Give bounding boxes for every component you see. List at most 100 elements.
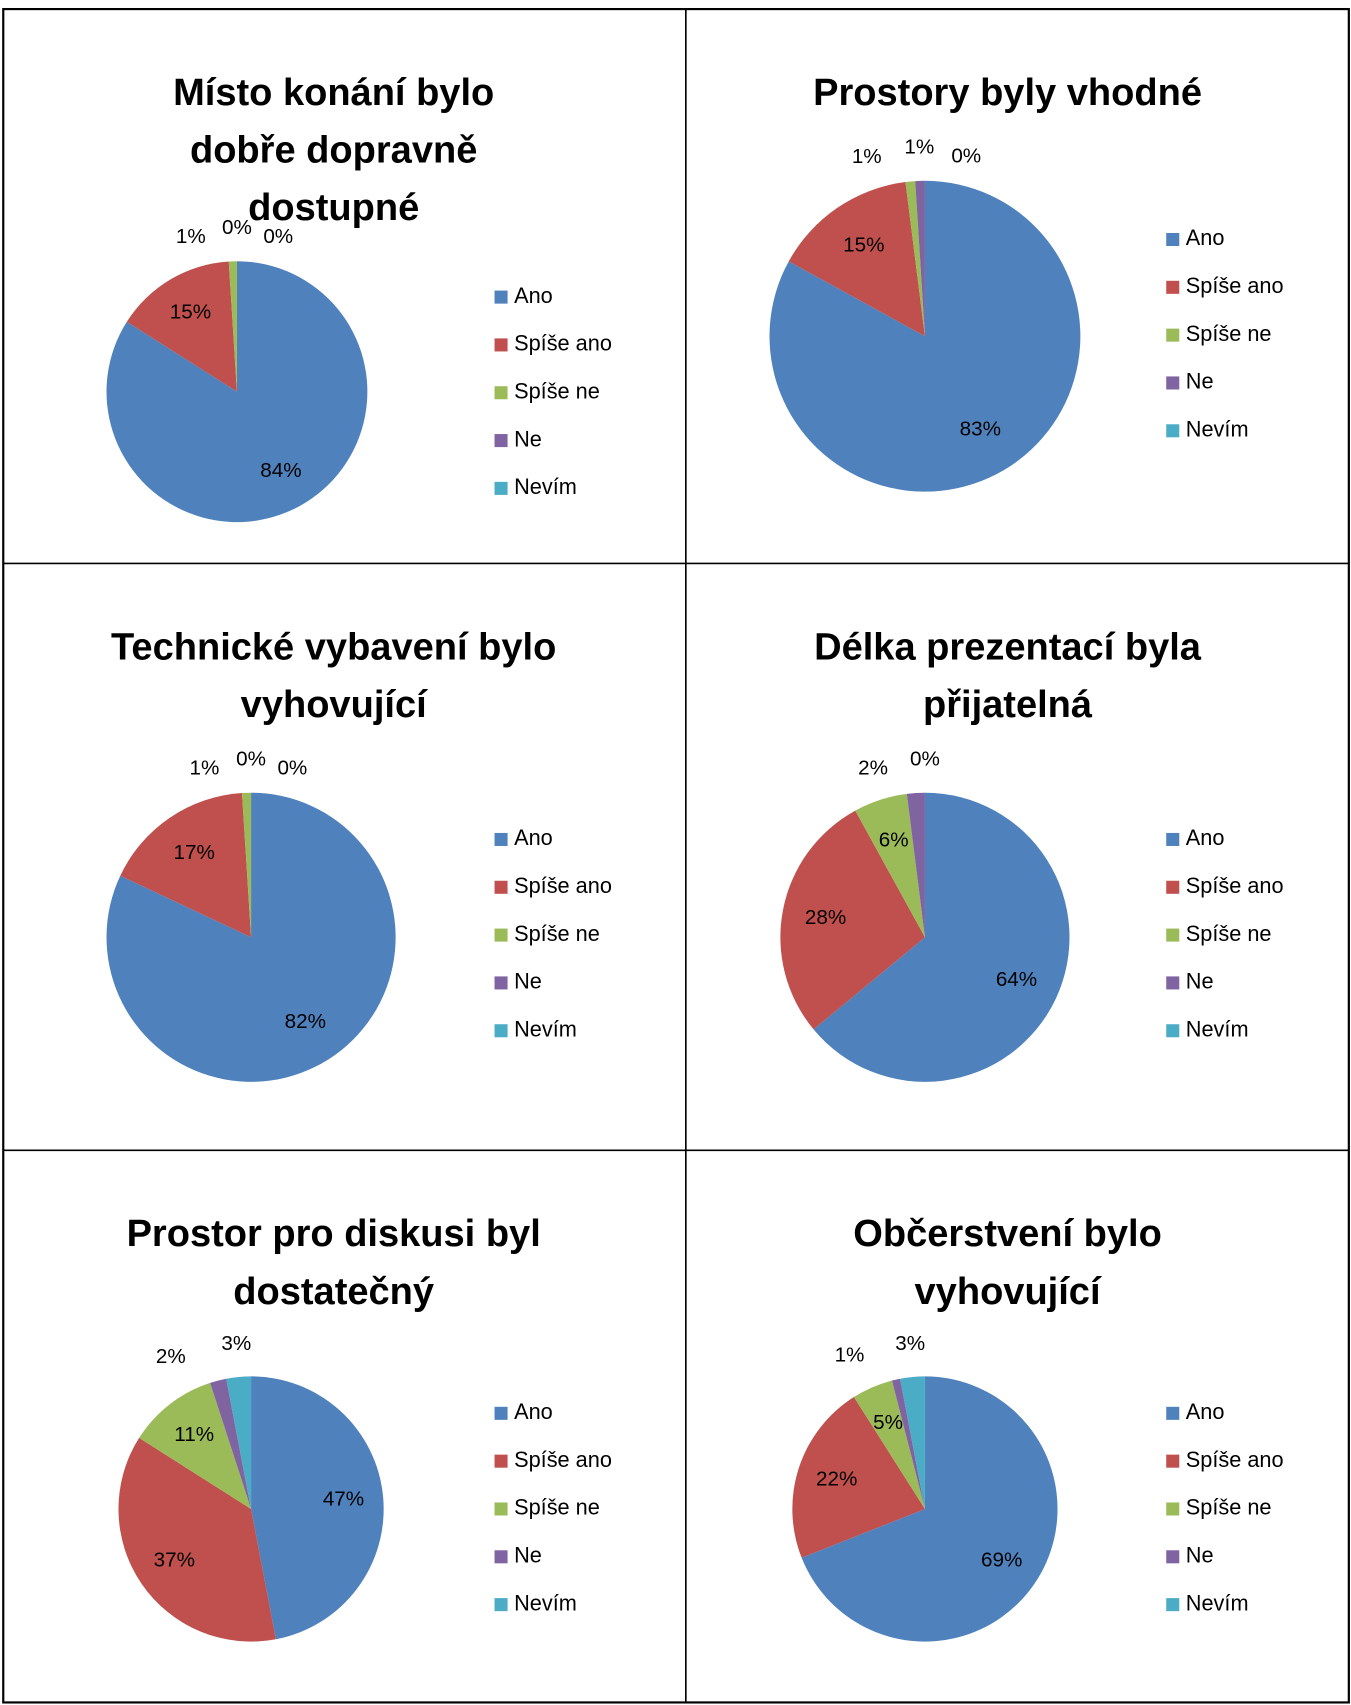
pie-slice [792,1397,925,1558]
legend-swatch [1166,424,1180,438]
data-label: 5% [873,1411,903,1434]
legend-label: Ano [514,283,553,308]
pie-slice [106,261,368,523]
legend-swatch [1166,1454,1180,1468]
data-label: 17% [174,841,215,864]
data-label: 0% [951,144,981,167]
legend-swatch [494,1454,508,1468]
chart-title: vyhovující [241,684,428,726]
legend-swatch [494,832,508,846]
legend-swatch [494,1406,508,1420]
data-label: 82% [285,1010,326,1033]
data-label: 6% [879,828,909,851]
chart-title: Délka prezentací byla [814,626,1202,668]
data-label: 0% [236,748,266,771]
legend-swatch [1166,328,1180,342]
pie-slice [853,1380,925,1509]
data-label: 47% [323,1488,364,1511]
data-label: 1% [190,756,220,779]
legend-label: Spíše ne [1186,321,1272,346]
pie-slice [906,792,925,938]
legend-swatch [1166,880,1180,894]
chart-title: vyhovující [915,1271,1102,1313]
pie-slice [801,1376,1058,1642]
chart-title: přijatelná [923,684,1093,726]
legend-swatch [494,1024,508,1038]
chart-title: dostupné [248,187,419,229]
data-label: 64% [996,968,1037,991]
legend-label: Ne [1186,969,1214,994]
legend-label: Spíše ano [514,331,612,356]
data-label: 15% [170,301,211,324]
legend-swatch [494,290,508,304]
chart-title: dobře dopravně [190,130,477,172]
legend-label: Nevím [1186,417,1249,442]
data-label: 1% [852,145,882,168]
legend-label: Spíše ano [1186,1447,1284,1472]
legend-swatch [494,434,508,448]
data-label: 1% [835,1344,865,1367]
pie-slice [891,1378,925,1509]
legend-label: Nevím [514,474,577,499]
pie-slice [241,792,252,938]
pie-slice [126,261,237,392]
data-label: 1% [904,136,934,159]
data-label: 84% [260,459,301,482]
legend-label: Nevím [1186,1590,1249,1615]
table-border [2,7,1350,1704]
chart-title: Místo konání bylo [173,72,494,114]
pie-slice [120,793,252,938]
legend-swatch [1166,1024,1180,1038]
legend-swatch [1166,1598,1180,1612]
data-label: 0% [222,216,252,239]
legend-label: Spíše ne [514,378,600,403]
data-label: 69% [981,1549,1022,1572]
legend-label: Ano [514,825,553,850]
legend-swatch [1166,376,1180,390]
legend-label: Ne [1186,369,1214,394]
legend-swatch [1166,928,1180,942]
pie-slice [780,810,925,1030]
legend-label: Spíše ne [1186,1495,1272,1520]
legend-swatch [494,1598,508,1612]
pie-slice [210,1378,252,1509]
legend-swatch [1166,280,1180,294]
legend-swatch [1166,1406,1180,1420]
legend-label: Spíše ano [1186,273,1284,298]
pie-slice [226,1376,252,1509]
data-label: 83% [960,417,1001,440]
legend-label: Ne [514,969,542,994]
legend-label: Spíše ano [514,873,612,898]
legend-swatch [494,1550,508,1564]
chart-title: Technické vybavení bylo [111,626,556,668]
legend-swatch [1166,1550,1180,1564]
pie-slice [251,1376,384,1640]
legend-label: Ano [514,1399,553,1424]
data-label: 37% [154,1549,195,1572]
data-label: 0% [277,756,307,779]
legend-label: Ne [514,426,542,451]
legend-swatch [1166,232,1180,247]
chart-title: Prostory byly vhodné [813,72,1202,114]
data-label: 3% [895,1332,925,1355]
legend-swatch [494,928,508,942]
chart-title: Prostor pro diskusi byl [127,1213,541,1255]
chart-title: Občerstvení bylo [853,1213,1162,1255]
pie-slice [788,182,925,337]
data-label: 2% [858,757,888,780]
legend-swatch [1166,832,1180,846]
data-label: 22% [816,1468,857,1491]
data-label: 28% [805,906,846,929]
legend-label: Spíše ne [1186,921,1272,946]
legend-label: Nevím [514,1590,577,1615]
pie-slice [769,180,1081,492]
legend-label: Ano [1186,225,1225,250]
data-label: 3% [221,1332,251,1355]
legend-swatch [494,481,508,495]
pie-slice [228,261,237,392]
data-label: 11% [174,1423,214,1446]
pie-slice [855,793,925,938]
legend-label: Nevím [1186,1016,1249,1041]
legend-label: Spíše ano [1186,873,1284,898]
legend-label: Nevím [514,1016,577,1041]
